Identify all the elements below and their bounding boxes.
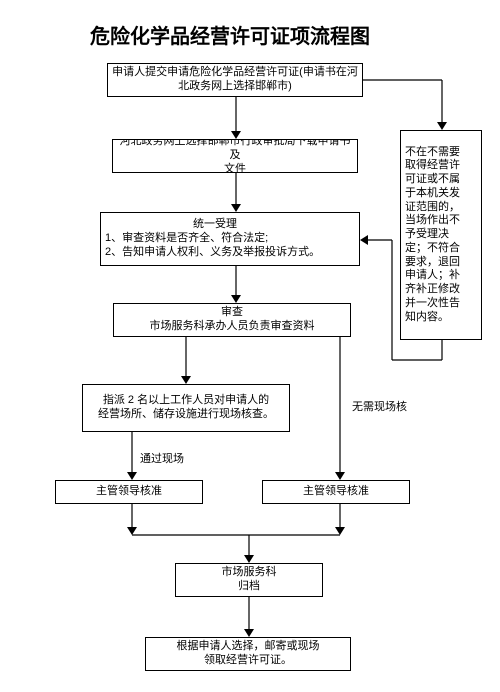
flow-label: 通过现场 xyxy=(140,450,184,466)
flow-node-n7: 主管领导核准 xyxy=(262,480,410,504)
flow-node-n9: 根据申请人选择，邮寄或现场领取经营许可证。 xyxy=(145,637,351,671)
flow-node-n10: 不在不需要取得经营许可证或不属于本机关发证范围的，当场作出不予受理决定；不符合要… xyxy=(400,130,482,340)
flow-node-n3: 统一受理1、审查资料是否齐全、符合法定;2、告知申请人权利、义务及举报投诉方式。 xyxy=(100,212,360,266)
flow-node-n8: 市场服务科归档 xyxy=(175,563,323,597)
flow-node-n5: 指派 2 名以上工作人员对申请人的经营场所、储存设施进行现场核查。 xyxy=(82,384,290,432)
flow-node-n6: 主管领导核准 xyxy=(55,480,203,504)
flow-node-n1: 申请人提交申请危险化学品经营许可证(申请书在河北政务网上选择邯郸市) xyxy=(107,63,363,97)
flow-node-n2: 河北政务网上选择邯郸市行政审批局下载申请书及文件 xyxy=(112,139,358,173)
flowchart-stage: { "type": "flowchart", "canvas": { "widt… xyxy=(0,0,500,692)
flow-label: 无需现场核 xyxy=(352,398,407,414)
flow-node-n4: 审查市场服务科承办人员负责审查资料 xyxy=(113,303,351,337)
